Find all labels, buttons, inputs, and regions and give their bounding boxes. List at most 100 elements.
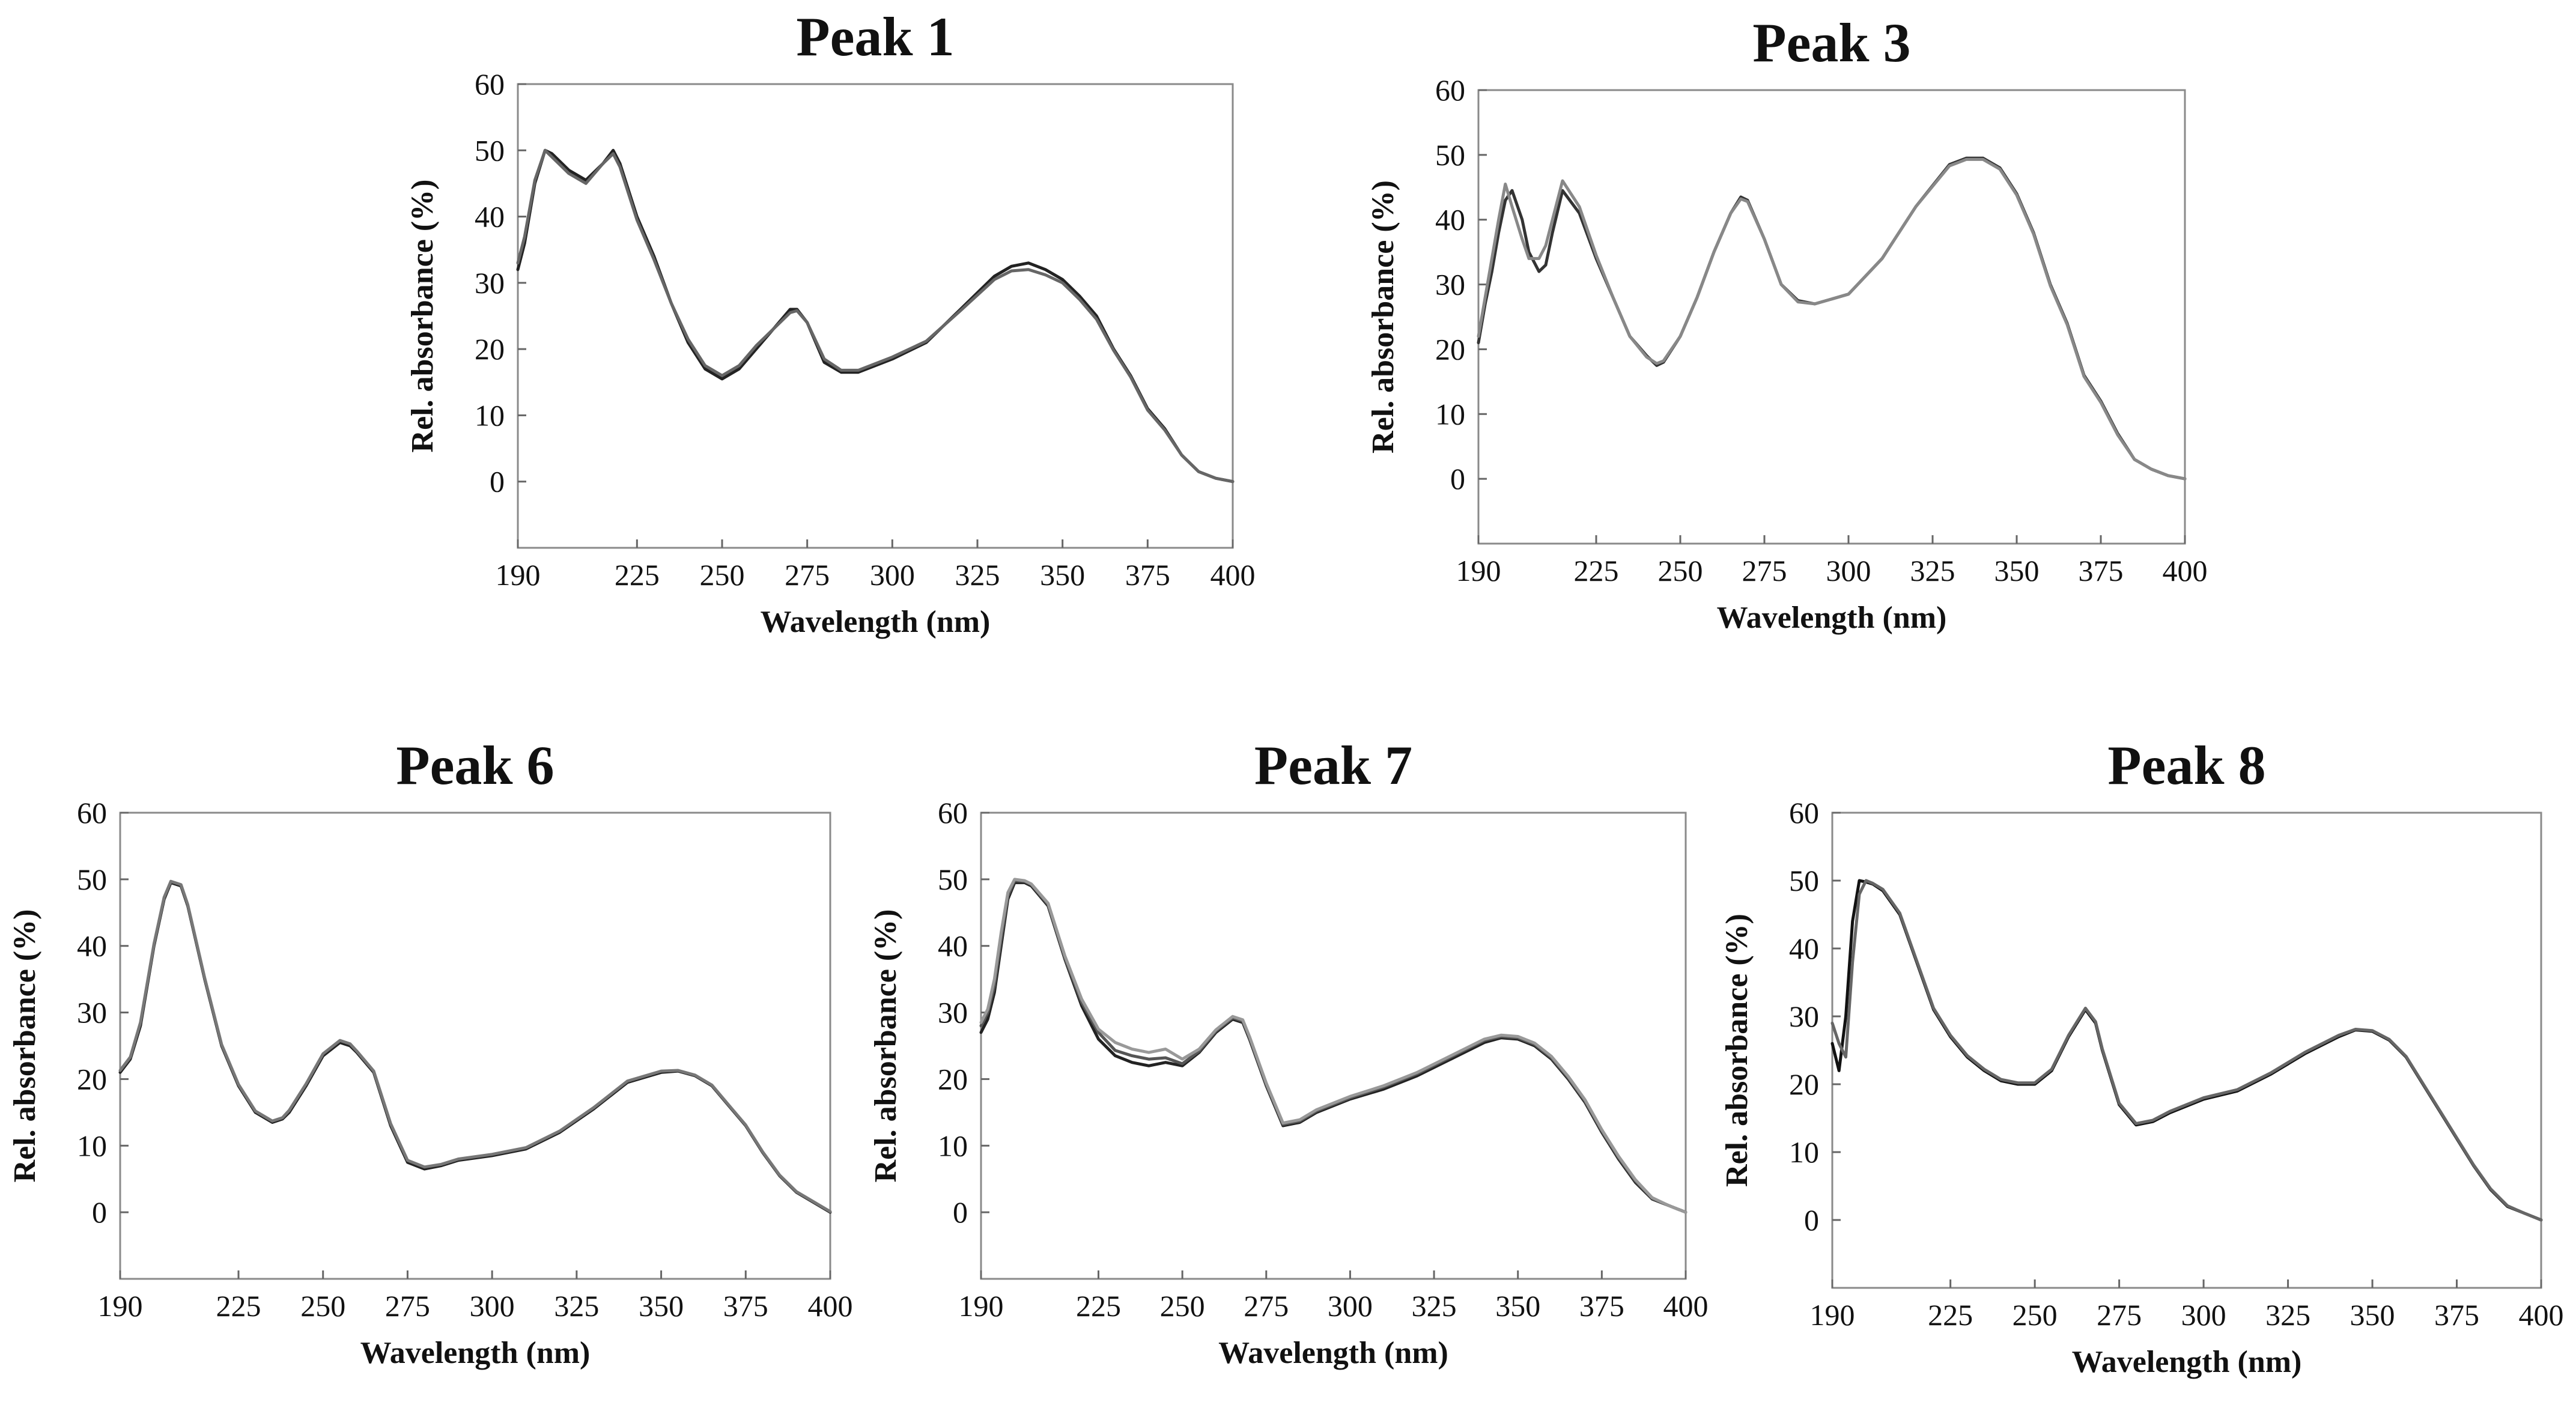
x-tick-label: 325 [955,558,1000,592]
x-tick-label: 190 [1810,1298,1855,1332]
series-line-spectrum-a [118,881,832,1214]
y-tick-label: 60 [938,796,968,830]
x-tick-label: 275 [1742,554,1787,587]
series-line-spectrum-b [979,879,1687,1214]
x-axis-label: Wavelength (nm) [360,1336,591,1370]
y-tick-label: 20 [475,332,505,366]
plot-frame [1831,812,2542,1289]
chart-title: Peak 8 [2107,735,2265,796]
y-axis-label: Rel. absorbance (%) [869,909,903,1183]
x-tick-label: 250 [1160,1289,1205,1323]
x-tick-label: 375 [2434,1298,2479,1332]
plot-frame [980,812,1687,1280]
chart-title: Peak 7 [1254,735,1412,796]
x-tick-label: 300 [870,558,915,592]
x-axis-label: Wavelength (nm) [1218,1336,1448,1370]
x-tick-label: 225 [1076,1289,1121,1323]
y-tick-label: 10 [77,1129,107,1162]
y-tick-label: 0 [953,1195,968,1229]
x-tick-label: 350 [1994,554,2040,587]
y-tick-label: 40 [475,200,505,234]
y-tick-label: 30 [1789,1000,1819,1033]
x-axis-label: Wavelength (nm) [1717,601,1947,635]
y-tick-label: 10 [1789,1135,1819,1169]
series-line-spectrum-a [979,881,1687,1214]
y-tick-label: 50 [475,133,505,167]
x-tick-label: 375 [2079,554,2124,587]
x-tick-label: 250 [700,558,745,592]
chart-peak-3: Peak 3 0 10 20 30 40 50 60 190 225 250 275 300 325 350… [1366,12,2208,635]
x-tick-label: 275 [2097,1298,2142,1332]
y-tick-label: 40 [1789,932,1819,965]
x-tick-label: 350 [2350,1298,2395,1332]
x-tick-label: 400 [2519,1298,2564,1332]
x-tick-label: 300 [470,1289,515,1323]
x-tick-label: 250 [300,1289,345,1323]
plot-frame [1477,89,2186,545]
x-tick-label: 225 [615,558,660,592]
y-tick-label: 30 [938,996,968,1030]
chart-title: Peak 1 [796,6,954,67]
y-tick-label: 50 [1435,138,1465,172]
y-tick-label: 10 [938,1129,968,1162]
x-tick-label: 275 [1244,1289,1289,1323]
x-tick-label: 325 [2265,1298,2310,1332]
y-tick-label: 60 [1789,796,1819,830]
y-tick-label: 10 [475,398,505,432]
series-line-spectrum-a [516,148,1235,484]
x-axis-label: Wavelength (nm) [2072,1345,2302,1379]
y-tick-label: 50 [77,863,107,896]
series-line-spectrum-b [118,879,832,1213]
y-tick-label: 20 [1435,332,1465,366]
x-tick-label: 375 [1579,1289,1624,1323]
y-tick-label: 30 [1435,268,1465,302]
x-tick-label: 400 [1663,1289,1709,1323]
x-tick-label: 375 [1125,558,1170,592]
y-tick-label: 50 [938,863,968,896]
plot-frame [517,83,1234,549]
x-tick-label: 400 [2163,554,2208,587]
chart-peak-8: Peak 8 0 10 20 30 40 50 60 190 225 250 275 300 325 350… [1720,735,2564,1379]
x-tick-label: 225 [1574,554,1619,587]
series-line-spectrum-b [1477,157,2187,481]
x-tick-label: 350 [1040,558,1085,592]
x-tick-label: 190 [496,558,541,592]
y-axis-label: Rel. absorbance (%) [406,180,440,453]
y-tick-label: 0 [1450,462,1465,496]
x-tick-label: 350 [639,1289,684,1323]
y-axis-label: Rel. absorbance (%) [1366,180,1400,454]
x-tick-label: 400 [1211,558,1256,592]
y-tick-label: 10 [1435,397,1465,431]
x-tick-label: 190 [1456,554,1501,587]
y-tick-label: 30 [475,266,505,300]
chart-peak-6: Peak 6 0 10 20 30 40 50 60 190 225 250 275 300 325 350… [8,735,853,1370]
plot-frame [119,812,831,1280]
x-tick-label: 250 [2012,1298,2058,1332]
x-tick-label: 400 [808,1289,853,1323]
x-tick-label: 325 [554,1289,599,1323]
x-tick-label: 300 [2181,1298,2226,1332]
y-tick-label: 20 [1789,1067,1819,1101]
series-line-spectrum-c [979,878,1687,1214]
y-tick-label: 20 [938,1062,968,1096]
series-line-spectrum-b [516,148,1235,484]
y-tick-label: 0 [1804,1203,1819,1237]
x-tick-label: 275 [385,1289,430,1323]
x-tick-label: 375 [723,1289,768,1323]
x-tick-label: 225 [216,1289,261,1323]
x-tick-label: 325 [1910,554,1955,587]
y-tick-label: 0 [92,1195,107,1229]
x-tick-label: 300 [1328,1289,1373,1323]
x-tick-label: 300 [1826,554,1871,587]
y-tick-label: 60 [1435,73,1465,107]
chart-title: Peak 6 [396,735,554,796]
chart-peak-1: Peak 1 0 10 20 30 40 50 60 190 225 250 275 300 325 350… [406,6,1256,639]
y-tick-label: 50 [1789,864,1819,897]
y-axis-label: Rel. absorbance (%) [8,909,42,1183]
y-tick-label: 60 [475,67,505,101]
x-tick-label: 275 [785,558,830,592]
x-tick-label: 190 [959,1289,1004,1323]
chart-peak-7: Peak 7 0 10 20 30 40 50 60 190 225 250 275 300 325 350… [869,735,1709,1370]
y-tick-label: 30 [77,996,107,1030]
